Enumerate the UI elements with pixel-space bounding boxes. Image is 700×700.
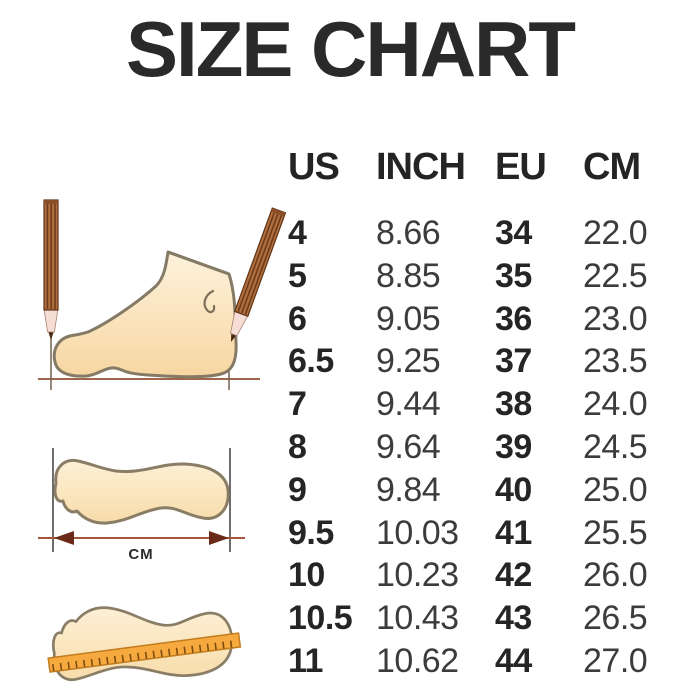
table-row: 10 10.23 42 26.0 [288,554,668,597]
cell-cm: 24.0 [583,385,648,423]
cm-unit-label: CM [128,546,153,563]
table-row: 10.5 10.43 43 26.5 [288,597,668,640]
cell-us: 8 [288,428,307,466]
table-row: 9.5 10.03 41 25.5 [288,512,668,555]
table-row: 7 9.44 38 24.0 [288,383,668,426]
cell-eu: 38 [495,385,532,423]
cell-eu: 42 [495,556,532,594]
cell-us: 6 [288,300,307,338]
table-row: 6 9.05 36 23.0 [288,298,668,341]
cell-cm: 26.5 [583,599,648,637]
cell-cm: 26.0 [583,556,648,594]
cell-us: 7 [288,385,307,423]
cell-inch: 9.25 [376,342,441,380]
column-header-cm: CM [583,146,641,188]
cell-cm: 23.5 [583,342,648,380]
cell-inch: 10.03 [376,514,459,552]
table-header-row: US INCH EU CM [288,146,668,189]
cell-us: 5 [288,257,307,295]
table-row: 9 9.84 40 25.0 [288,469,668,512]
cell-inch: 9.05 [376,300,441,338]
cell-us: 9 [288,471,307,509]
cell-eu: 35 [495,257,532,295]
cell-eu: 44 [495,642,532,680]
cell-us: 9.5 [288,514,334,552]
table-row: 5 8.85 35 22.5 [288,255,668,298]
cell-cm: 22.0 [583,214,648,252]
cell-eu: 36 [495,300,532,338]
cell-cm: 23.0 [583,300,648,338]
table-row: 6.5 9.25 37 23.5 [288,340,668,383]
cell-inch: 10.23 [376,556,459,594]
cell-eu: 40 [495,471,532,509]
foot-side-icon [52,250,238,379]
footprint-icon [53,458,230,525]
cell-inch: 9.44 [376,385,441,423]
cell-us: 4 [288,214,307,252]
table-row: 8 9.64 39 24.5 [288,426,668,469]
cell-inch: 8.66 [376,214,441,252]
cell-us: 10.5 [288,599,353,637]
ankle-curve-mark [203,289,216,314]
cell-inch: 10.62 [376,642,459,680]
ruler-icon [47,632,242,673]
cell-us: 10 [288,556,325,594]
cell-eu: 43 [495,599,532,637]
foot-length-measure-illustration [38,199,287,390]
cell-inch: 9.84 [376,471,441,509]
cell-eu: 34 [495,214,532,252]
cell-cm: 24.5 [583,428,648,466]
cell-eu: 37 [495,342,532,380]
cell-us: 6.5 [288,342,334,380]
cell-inch: 8.85 [376,257,441,295]
width-arrow [38,531,245,545]
pencil-icon [223,207,287,346]
ankle-cut-line [167,250,230,276]
cell-cm: 27.0 [583,642,648,680]
cell-cm: 25.0 [583,471,648,509]
column-header-inch: INCH [376,146,466,188]
cell-inch: 9.64 [376,428,441,466]
cell-eu: 39 [495,428,532,466]
cell-cm: 22.5 [583,257,648,295]
table-row: 4 8.66 34 22.0 [288,212,668,255]
cell-cm: 25.5 [583,514,648,552]
column-header-us: US [288,146,340,188]
table-row: 11 10.62 44 27.0 [288,640,668,683]
cell-us: 11 [288,642,323,680]
cell-eu: 41 [495,514,532,552]
page-title: SIZE CHART [126,5,576,93]
foot-width-measure-illustration: CM [38,448,245,563]
column-header-eu: EU [495,146,547,188]
foot-ruler-measure-illustration [47,593,242,699]
pencil-icon [43,199,59,341]
cell-inch: 10.43 [376,599,459,637]
